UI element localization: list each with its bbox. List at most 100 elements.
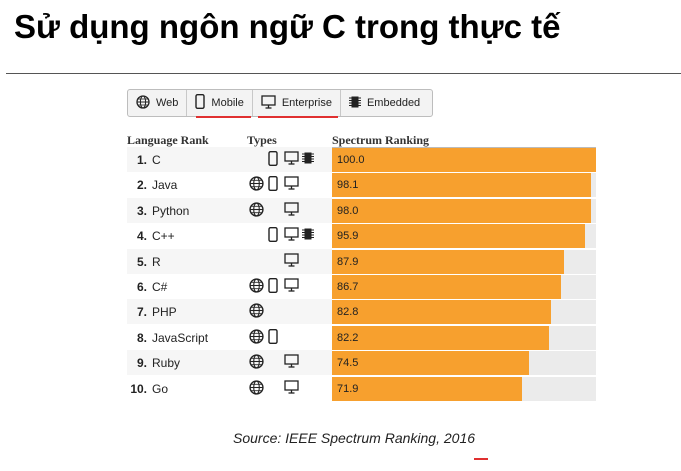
type-icons bbox=[245, 252, 331, 270]
filter-web-label: Web bbox=[156, 97, 179, 109]
rank-number: 3. bbox=[136, 203, 147, 218]
ranking-value: 86.7 bbox=[337, 281, 359, 293]
ranking-bar bbox=[332, 300, 551, 325]
filter-mobile-label: Mobile bbox=[211, 97, 244, 109]
chip-icon bbox=[302, 151, 314, 168]
language-name: JavaScript bbox=[152, 330, 209, 345]
language-name: Ruby bbox=[152, 356, 181, 371]
bar-track: 82.8 bbox=[332, 300, 596, 325]
language-name: Go bbox=[152, 381, 169, 396]
bar-track: 87.9 bbox=[332, 249, 596, 274]
header-types: Types bbox=[247, 133, 277, 147]
type-icons bbox=[245, 277, 331, 296]
ranking-value: 82.2 bbox=[337, 331, 359, 344]
bar-track: 98.1 bbox=[332, 173, 596, 198]
ranking-bar bbox=[332, 173, 591, 198]
mobile-icon bbox=[268, 150, 278, 169]
desktop-icon bbox=[284, 151, 299, 168]
globe-icon bbox=[249, 354, 264, 372]
table-row: 4. C++ 95.9 bbox=[127, 223, 596, 249]
ranking-value: 95.9 bbox=[337, 230, 359, 243]
rank-number: 4. bbox=[136, 229, 147, 244]
language-name: C++ bbox=[152, 229, 175, 244]
filter-web-button[interactable]: Web bbox=[128, 90, 188, 116]
type-icons bbox=[245, 328, 331, 347]
rank-number: 6. bbox=[136, 280, 147, 294]
chip-icon bbox=[302, 227, 314, 244]
rank-number: 10. bbox=[130, 381, 147, 396]
mobile-icon bbox=[195, 93, 206, 112]
rank-number: 1. bbox=[136, 153, 147, 167]
bar-track: 98.0 bbox=[332, 198, 596, 223]
source-caption: Source: IEEE Spectrum Ranking, 2016 bbox=[233, 430, 476, 446]
ranking-bar bbox=[332, 275, 561, 299]
desktop-icon bbox=[261, 94, 276, 112]
table-row: 9. Ruby 74.5 bbox=[127, 350, 596, 376]
desktop-icon bbox=[284, 202, 299, 219]
bar-track: 82.2 bbox=[332, 325, 596, 350]
header-language-rank: Language Rank bbox=[127, 133, 209, 147]
title-divider bbox=[6, 73, 681, 74]
rank-number: 9. bbox=[136, 356, 147, 371]
ranking-value: 98.1 bbox=[337, 179, 359, 192]
bar-track: 86.7 bbox=[332, 275, 596, 299]
type-icons bbox=[245, 379, 331, 398]
bar-track: 74.5 bbox=[332, 351, 596, 376]
table-row: 5. R 87.9 bbox=[127, 248, 596, 274]
table-row: 10. Go 71.9 bbox=[127, 376, 596, 401]
ranking-bar bbox=[332, 325, 549, 350]
language-name: C# bbox=[152, 280, 168, 294]
language-name: R bbox=[152, 254, 161, 269]
filter-mobile-button[interactable]: Mobile bbox=[187, 90, 253, 116]
desktop-icon bbox=[284, 278, 299, 295]
mobile-icon bbox=[268, 328, 278, 347]
slide-title: Sử dụng ngôn ngữ C trong thực tế bbox=[14, 8, 561, 45]
filter-embedded-button[interactable]: Embedded bbox=[341, 90, 428, 116]
filter-enterprise-button[interactable]: Enterprise bbox=[253, 90, 341, 116]
globe-icon bbox=[249, 176, 264, 194]
language-name: C bbox=[152, 153, 161, 167]
type-filter-bar: Web Mobile Enterprise Embedded bbox=[127, 89, 433, 117]
ranking-value: 100.0 bbox=[337, 154, 365, 166]
type-icons bbox=[245, 176, 331, 193]
ranking-bar bbox=[332, 224, 586, 249]
ranking-bar bbox=[332, 376, 522, 401]
ranking-bar bbox=[332, 198, 591, 223]
globe-icon bbox=[136, 94, 150, 112]
type-icons bbox=[245, 150, 331, 169]
ranking-bar bbox=[332, 249, 565, 274]
globe-icon bbox=[249, 202, 264, 220]
ranking-bar bbox=[332, 351, 529, 376]
desktop-icon bbox=[284, 176, 299, 193]
rank-number: 5. bbox=[136, 254, 147, 269]
table-row: 6. C# 86.7 bbox=[127, 274, 596, 299]
rank-number: 2. bbox=[136, 178, 147, 193]
row-background bbox=[127, 299, 332, 325]
desktop-icon bbox=[284, 227, 299, 244]
table-row: 1. C 100.0 bbox=[127, 147, 596, 172]
mobile-icon bbox=[268, 277, 278, 296]
globe-icon bbox=[249, 329, 264, 347]
language-name: Python bbox=[152, 203, 190, 218]
globe-icon bbox=[249, 278, 264, 296]
ranking-value: 74.5 bbox=[337, 357, 359, 370]
rank-number: 7. bbox=[136, 305, 147, 320]
type-icons bbox=[245, 354, 331, 371]
chip-icon bbox=[348, 95, 361, 112]
ranking-bar bbox=[332, 148, 596, 172]
ranking-value: 71.9 bbox=[337, 382, 359, 395]
bar-track: 95.9 bbox=[332, 224, 596, 249]
desktop-icon bbox=[284, 252, 299, 270]
type-icons bbox=[245, 202, 331, 219]
type-icons bbox=[245, 303, 331, 320]
table-row: 8. JavaScript 82.2 bbox=[127, 325, 596, 350]
header-divider bbox=[127, 147, 596, 148]
enterprise-underline bbox=[258, 116, 338, 118]
ranking-value: 98.0 bbox=[337, 204, 359, 217]
type-icons bbox=[245, 227, 331, 244]
ranking-value: 82.8 bbox=[337, 306, 359, 319]
desktop-icon bbox=[284, 379, 299, 397]
globe-icon bbox=[249, 379, 264, 398]
globe-icon bbox=[249, 303, 264, 321]
mobile-underline bbox=[196, 116, 251, 118]
